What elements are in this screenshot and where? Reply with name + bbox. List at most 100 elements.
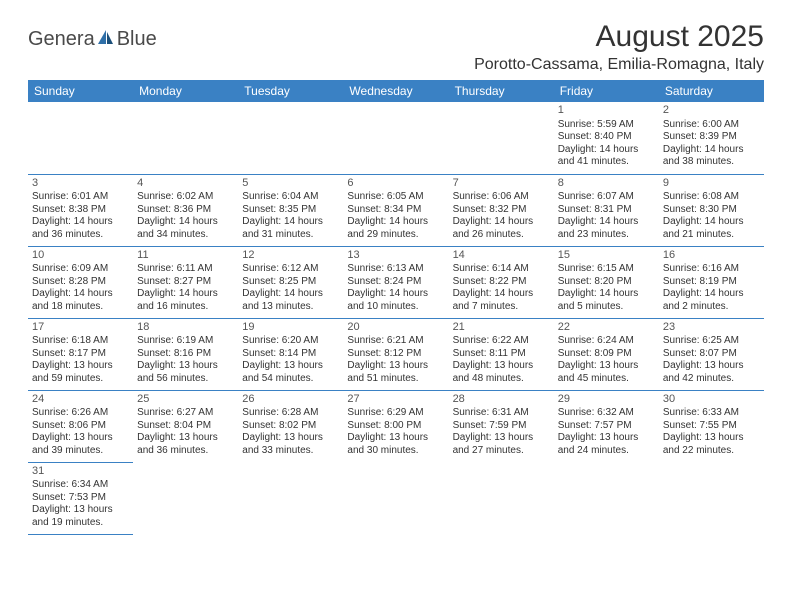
sunset-text: Sunset: 8:12 PM — [347, 348, 444, 361]
day-cell: 12Sunrise: 6:12 AMSunset: 8:25 PMDayligh… — [238, 246, 343, 318]
day-cell: 1Sunrise: 5:59 AMSunset: 8:40 PMDaylight… — [554, 102, 659, 174]
day-cell: 24Sunrise: 6:26 AMSunset: 8:06 PMDayligh… — [28, 390, 133, 462]
day-cell: 3Sunrise: 6:01 AMSunset: 8:38 PMDaylight… — [28, 174, 133, 246]
daylight-text: and 26 minutes. — [453, 229, 550, 242]
daylight-text: and 56 minutes. — [137, 373, 234, 386]
day-number: 6 — [347, 177, 444, 191]
daylight-text: Daylight: 13 hours — [32, 360, 129, 373]
sunset-text: Sunset: 8:07 PM — [663, 348, 760, 361]
sunrise-text: Sunrise: 6:32 AM — [558, 407, 655, 420]
day-cell: 4Sunrise: 6:02 AMSunset: 8:36 PMDaylight… — [133, 174, 238, 246]
sunrise-text: Sunrise: 6:05 AM — [347, 191, 444, 204]
empty-cell — [133, 462, 238, 534]
sunrise-text: Sunrise: 6:24 AM — [558, 335, 655, 348]
day-cell: 29Sunrise: 6:32 AMSunset: 7:57 PMDayligh… — [554, 390, 659, 462]
daylight-text: Daylight: 14 hours — [347, 216, 444, 229]
day-number: 7 — [453, 177, 550, 191]
daylight-text: and 23 minutes. — [558, 229, 655, 242]
day-cell: 14Sunrise: 6:14 AMSunset: 8:22 PMDayligh… — [449, 246, 554, 318]
sunset-text: Sunset: 8:28 PM — [32, 276, 129, 289]
day-number: 22 — [558, 321, 655, 335]
day-header: Monday — [133, 80, 238, 102]
daylight-text: and 13 minutes. — [242, 301, 339, 314]
calendar-row: 31Sunrise: 6:34 AMSunset: 7:53 PMDayligh… — [28, 462, 764, 534]
day-cell: 11Sunrise: 6:11 AMSunset: 8:27 PMDayligh… — [133, 246, 238, 318]
day-cell: 16Sunrise: 6:16 AMSunset: 8:19 PMDayligh… — [659, 246, 764, 318]
daylight-text: Daylight: 14 hours — [663, 144, 760, 157]
title-block: August 2025 Porotto-Cassama, Emilia-Roma… — [474, 20, 764, 74]
day-cell: 15Sunrise: 6:15 AMSunset: 8:20 PMDayligh… — [554, 246, 659, 318]
daylight-text: Daylight: 14 hours — [32, 288, 129, 301]
sunrise-text: Sunrise: 6:29 AM — [347, 407, 444, 420]
day-cell: 18Sunrise: 6:19 AMSunset: 8:16 PMDayligh… — [133, 318, 238, 390]
daylight-text: and 10 minutes. — [347, 301, 444, 314]
sunset-text: Sunset: 7:53 PM — [32, 492, 129, 505]
daylight-text: and 33 minutes. — [242, 445, 339, 458]
sunrise-text: Sunrise: 6:12 AM — [242, 263, 339, 276]
sunrise-text: Sunrise: 6:16 AM — [663, 263, 760, 276]
sunrise-text: Sunrise: 6:08 AM — [663, 191, 760, 204]
sunset-text: Sunset: 7:57 PM — [558, 420, 655, 433]
daylight-text: Daylight: 14 hours — [453, 216, 550, 229]
sunrise-text: Sunrise: 6:02 AM — [137, 191, 234, 204]
sunrise-text: Sunrise: 6:20 AM — [242, 335, 339, 348]
empty-cell — [343, 102, 448, 174]
day-cell: 8Sunrise: 6:07 AMSunset: 8:31 PMDaylight… — [554, 174, 659, 246]
day-header: Wednesday — [343, 80, 448, 102]
calendar-head: SundayMondayTuesdayWednesdayThursdayFrid… — [28, 80, 764, 102]
daylight-text: and 51 minutes. — [347, 373, 444, 386]
day-number: 13 — [347, 249, 444, 263]
sunrise-text: Sunrise: 6:28 AM — [242, 407, 339, 420]
day-number: 12 — [242, 249, 339, 263]
sunset-text: Sunset: 8:16 PM — [137, 348, 234, 361]
empty-cell — [238, 462, 343, 534]
daylight-text: Daylight: 13 hours — [242, 432, 339, 445]
calendar-page: Genera Blue August 2025 Porotto-Cassama,… — [0, 0, 792, 555]
daylight-text: Daylight: 14 hours — [663, 288, 760, 301]
empty-cell — [449, 462, 554, 534]
empty-cell — [449, 102, 554, 174]
day-number: 2 — [663, 104, 760, 118]
calendar-row: 1Sunrise: 5:59 AMSunset: 8:40 PMDaylight… — [28, 102, 764, 174]
day-header: Saturday — [659, 80, 764, 102]
daylight-text: Daylight: 13 hours — [663, 360, 760, 373]
sunset-text: Sunset: 7:55 PM — [663, 420, 760, 433]
day-cell: 25Sunrise: 6:27 AMSunset: 8:04 PMDayligh… — [133, 390, 238, 462]
sunrise-text: Sunrise: 6:00 AM — [663, 119, 760, 132]
calendar-row: 3Sunrise: 6:01 AMSunset: 8:38 PMDaylight… — [28, 174, 764, 246]
sunset-text: Sunset: 8:22 PM — [453, 276, 550, 289]
empty-cell — [659, 462, 764, 534]
empty-cell — [133, 102, 238, 174]
day-number: 15 — [558, 249, 655, 263]
daylight-text: and 36 minutes. — [137, 445, 234, 458]
day-cell: 21Sunrise: 6:22 AMSunset: 8:11 PMDayligh… — [449, 318, 554, 390]
day-header: Sunday — [28, 80, 133, 102]
day-header: Friday — [554, 80, 659, 102]
daylight-text: and 5 minutes. — [558, 301, 655, 314]
sunrise-text: Sunrise: 6:25 AM — [663, 335, 760, 348]
day-number: 23 — [663, 321, 760, 335]
sunset-text: Sunset: 8:35 PM — [242, 204, 339, 217]
sunrise-text: Sunrise: 6:33 AM — [663, 407, 760, 420]
empty-cell — [28, 102, 133, 174]
sail-icon — [96, 28, 116, 51]
sunset-text: Sunset: 8:32 PM — [453, 204, 550, 217]
daylight-text: Daylight: 13 hours — [663, 432, 760, 445]
daylight-text: and 59 minutes. — [32, 373, 129, 386]
logo-text-1: Genera — [28, 28, 95, 51]
daylight-text: Daylight: 14 hours — [32, 216, 129, 229]
day-number: 11 — [137, 249, 234, 263]
logo-text-2: Blue — [117, 28, 157, 51]
sunrise-text: Sunrise: 6:07 AM — [558, 191, 655, 204]
day-number: 30 — [663, 393, 760, 407]
daylight-text: Daylight: 14 hours — [242, 216, 339, 229]
day-cell: 22Sunrise: 6:24 AMSunset: 8:09 PMDayligh… — [554, 318, 659, 390]
daylight-text: Daylight: 14 hours — [558, 144, 655, 157]
daylight-text: Daylight: 13 hours — [453, 360, 550, 373]
daylight-text: Daylight: 13 hours — [347, 360, 444, 373]
daylight-text: and 18 minutes. — [32, 301, 129, 314]
day-number: 20 — [347, 321, 444, 335]
daylight-text: Daylight: 13 hours — [453, 432, 550, 445]
sunset-text: Sunset: 8:27 PM — [137, 276, 234, 289]
daylight-text: Daylight: 14 hours — [558, 288, 655, 301]
